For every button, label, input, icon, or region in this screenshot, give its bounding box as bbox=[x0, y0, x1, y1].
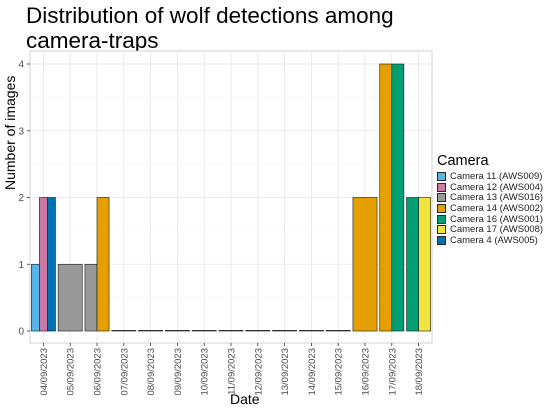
x-tick-label: 12/09/2023 bbox=[253, 348, 264, 396]
legend-label: Camera 14 (AWS002) bbox=[450, 202, 544, 214]
legend-label: Camera 11 (AWS009) bbox=[450, 170, 543, 182]
legend-item: Camera 14 (AWS002) bbox=[437, 203, 549, 214]
bar bbox=[31, 263, 40, 332]
legend-items: Camera 11 (AWS009) Camera 12 (AWS004) Came… bbox=[437, 171, 549, 246]
y-axis-ticks: 0 1 2 3 4 bbox=[18, 60, 30, 338]
bar bbox=[379, 63, 393, 332]
legend-item: Camera 12 (AWS004) bbox=[437, 182, 549, 193]
y-tick-label: 2 bbox=[18, 193, 24, 204]
legend-label: Camera 16 (AWS001) bbox=[450, 213, 544, 225]
x-tick-label: 05/09/2023 bbox=[66, 348, 77, 396]
x-tick-label: 18/09/2023 bbox=[414, 348, 425, 396]
x-tick-label: 11/09/2023 bbox=[227, 348, 238, 395]
x-tick-label: 15/09/2023 bbox=[334, 348, 345, 396]
bar bbox=[39, 197, 48, 332]
bar bbox=[218, 330, 244, 332]
bar bbox=[165, 330, 190, 332]
bar bbox=[47, 197, 56, 332]
legend-label: Camera 13 (AWS016) bbox=[450, 192, 544, 204]
bar bbox=[418, 197, 431, 332]
x-tick-label: 17/09/2023 bbox=[387, 348, 398, 396]
legend-swatch bbox=[437, 235, 446, 245]
x-tick-label: 16/09/2023 bbox=[361, 348, 372, 396]
x-tick-label: 08/09/2023 bbox=[146, 348, 157, 396]
bar bbox=[191, 330, 217, 332]
y-tick-label: 3 bbox=[18, 126, 24, 137]
y-tick-label: 1 bbox=[18, 260, 24, 271]
legend-label: Camera 17 (AWS008) bbox=[450, 224, 544, 236]
bar bbox=[96, 197, 110, 332]
bar bbox=[245, 330, 271, 332]
x-tick-label: 09/09/2023 bbox=[173, 348, 184, 396]
y-axis-title: Number of images bbox=[2, 75, 18, 190]
x-axis-title: Date bbox=[230, 391, 260, 407]
bar bbox=[57, 263, 83, 332]
legend-item: Camera 16 (AWS001) bbox=[437, 214, 549, 225]
x-tick-label: 04/09/2023 bbox=[39, 348, 50, 396]
bar bbox=[272, 330, 297, 332]
legend-swatch bbox=[437, 171, 446, 181]
bar bbox=[84, 263, 98, 332]
legend-item: Camera 11 (AWS009) bbox=[437, 171, 549, 182]
legend-item: Camera 4 (AWS005) bbox=[437, 235, 549, 246]
legend-swatch bbox=[437, 225, 446, 235]
bar bbox=[391, 63, 405, 332]
y-tick-label: 4 bbox=[18, 60, 24, 71]
legend-swatch bbox=[437, 214, 446, 224]
legend-title: Camera bbox=[437, 153, 489, 169]
bar bbox=[352, 197, 378, 332]
x-tick-label: 14/09/2023 bbox=[307, 348, 318, 396]
y-tick-label: 0 bbox=[18, 327, 24, 338]
legend-item: Camera 17 (AWS008) bbox=[437, 224, 549, 235]
legend-label: Camera 12 (AWS004) bbox=[450, 181, 544, 193]
x-axis-ticks: 04/09/2023 05/09/2023 06/09/2023 07/09/2023… bbox=[39, 343, 425, 396]
chart-title: Distribution of wolf detections among ca… bbox=[26, 3, 394, 53]
legend-swatch bbox=[437, 193, 446, 203]
x-tick-label: 07/09/2023 bbox=[119, 348, 130, 396]
bar bbox=[138, 330, 163, 332]
x-tick-label: 13/09/2023 bbox=[280, 348, 291, 396]
bars bbox=[31, 63, 431, 332]
legend: Camera Camera 11 (AWS009) Camera 12 (AWS0… bbox=[437, 153, 549, 246]
bar bbox=[325, 330, 351, 332]
bar bbox=[299, 330, 324, 332]
bar bbox=[406, 197, 419, 332]
legend-item: Camera 13 (AWS016) bbox=[437, 192, 549, 203]
legend-swatch bbox=[437, 182, 446, 192]
x-tick-label: 10/09/2023 bbox=[200, 348, 211, 396]
legend-label: Camera 4 (AWS005) bbox=[450, 234, 538, 246]
legend-swatch bbox=[437, 203, 446, 213]
x-tick-label: 06/09/2023 bbox=[93, 348, 104, 396]
bar bbox=[111, 330, 137, 332]
